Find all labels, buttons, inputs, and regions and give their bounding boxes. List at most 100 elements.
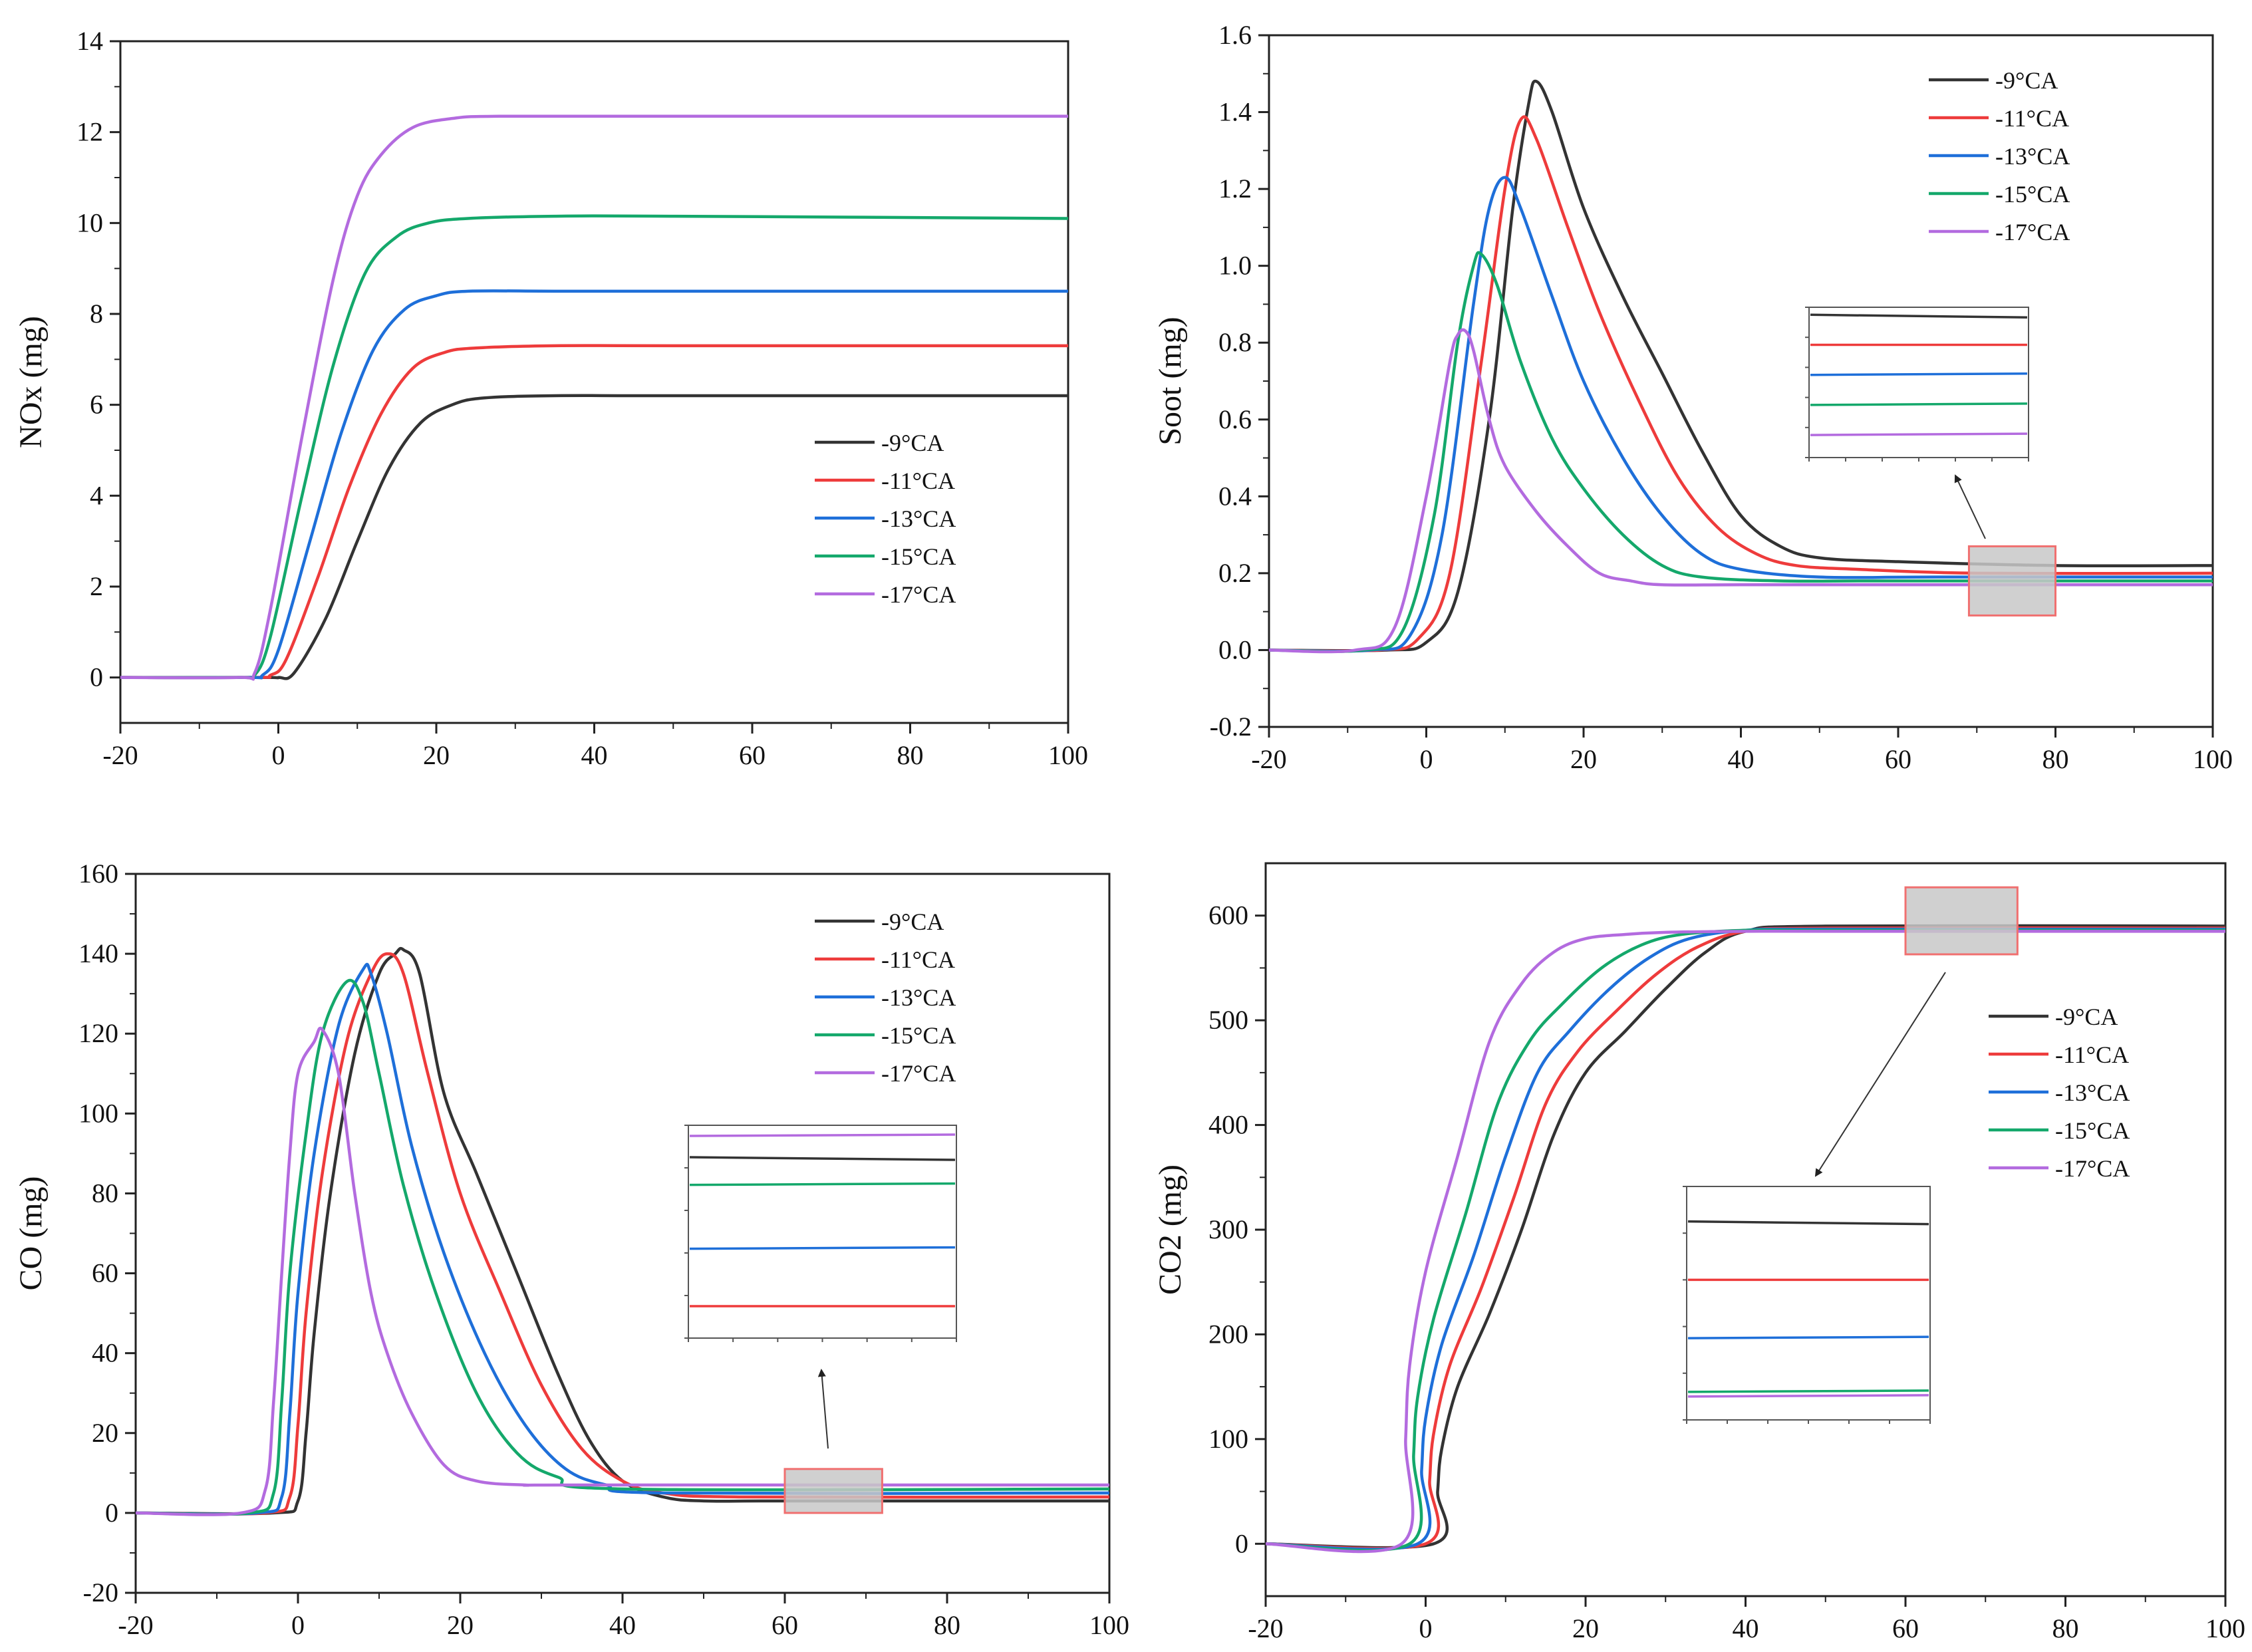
x-tick-label: 20 (1572, 1613, 1599, 1643)
y-tick-label: 0.2 (1218, 558, 1252, 588)
legend: -9°CA -11°CA -13°CA -15°CA -17°CA (815, 908, 956, 1087)
series-line (1269, 251, 2213, 653)
x-tick-label: 60 (772, 1610, 798, 1640)
y-axis-title: CO2 (mg) (1153, 1165, 1188, 1295)
y-tick-label: 10 (76, 207, 103, 237)
y-tick-label: 0.8 (1218, 327, 1252, 357)
inset-plot (1805, 307, 2029, 462)
inset-plot (684, 1125, 957, 1342)
legend-label: -15°CA (2055, 1117, 2130, 1144)
y-tick-label: 1.2 (1218, 174, 1252, 204)
series-group (136, 946, 1109, 1516)
y-tick-label: 400 (1208, 1110, 1248, 1140)
series-line (1266, 924, 2225, 1550)
legend-label: -9°CA (881, 908, 944, 935)
legend-label: -9°CA (2055, 1004, 2118, 1030)
series-group (1266, 924, 2225, 1554)
y-tick-label: 12 (76, 117, 103, 147)
x-tick-label: 20 (447, 1610, 474, 1640)
x-tick-label: -20 (1251, 744, 1286, 774)
y-tick-label: 80 (92, 1178, 118, 1208)
x-tick-label: 40 (609, 1610, 636, 1640)
legend-label: -15°CA (1995, 181, 2070, 207)
y-tick-label: 20 (92, 1418, 118, 1448)
y-tick-label: 200 (1208, 1319, 1248, 1349)
x-tick-label: 0 (1420, 744, 1433, 774)
panel-co-chart: -20 0 20 40 60 80 100 -20 0 20 40 60 80 100 120 140 160 C… (13, 859, 1129, 1640)
legend-label: -11°CA (1995, 105, 2069, 132)
inset-plot (1683, 1186, 1931, 1424)
y-tick-label: 14 (76, 26, 103, 56)
series-line (1269, 79, 2213, 652)
legend: -9°CA -11°CA -13°CA -15°CA -17°CA (1929, 67, 2070, 245)
x-tick-label: -20 (118, 1610, 153, 1640)
y-tick-label: 100 (78, 1098, 118, 1128)
series-line (120, 214, 1068, 680)
x-tick-label: 0 (272, 740, 285, 770)
x-tick-label: 100 (2205, 1613, 2245, 1643)
legend-label: -13°CA (1995, 143, 2070, 170)
inset-series-line (689, 1156, 956, 1161)
y-tick-label: 2 (90, 571, 103, 601)
x-tick-label: -20 (1248, 1613, 1283, 1643)
inset-series-line (1687, 1394, 1929, 1398)
x-tick-label: 40 (1733, 1613, 1759, 1643)
x-tick-label: 80 (934, 1610, 960, 1640)
y-tick-label: 600 (1208, 900, 1248, 930)
legend-label: -11°CA (881, 946, 955, 973)
y-tick-label: 1.0 (1218, 251, 1252, 281)
inset-series-line (1810, 402, 2028, 406)
y-tick-label: 140 (78, 938, 118, 968)
zoom-arrow (1814, 972, 1946, 1177)
zoom-highlight-box (1904, 886, 2019, 956)
y-tick-label: 0 (90, 662, 103, 692)
x-tick-label: 40 (581, 740, 608, 770)
x-tick-label: 20 (1570, 744, 1597, 774)
y-tick-label: 300 (1208, 1214, 1248, 1244)
series-group (120, 114, 1068, 681)
legend-label: -17°CA (2055, 1155, 2130, 1182)
legend: -9°CA -11°CA -13°CA -15°CA -17°CA (815, 430, 956, 608)
x-tick-label: -20 (102, 740, 138, 770)
zoom-highlight-box (783, 1468, 883, 1514)
y-tick-label: 1.6 (1218, 20, 1252, 50)
series-line (1266, 929, 2225, 1554)
series-line (136, 1026, 1109, 1516)
y-tick-label: 6 (90, 390, 103, 420)
x-tick-label: 0 (1419, 1613, 1433, 1643)
y-tick-label: 60 (92, 1258, 118, 1288)
legend-label: -13°CA (881, 505, 956, 532)
legend: -9°CA -11°CA -13°CA -15°CA -17°CA (1989, 1004, 2130, 1182)
inset-series-line (1810, 313, 2028, 319)
inset-series-line (689, 1182, 956, 1186)
y-tick-label: 0.4 (1218, 481, 1252, 511)
legend-label: -15°CA (881, 543, 956, 570)
inset-series-line (1810, 432, 2028, 436)
x-tick-label: 20 (423, 740, 450, 770)
inset-series-line (689, 1246, 956, 1250)
legend-label: -13°CA (881, 984, 956, 1011)
x-tick-label: 100 (1048, 740, 1088, 770)
legend-label: -15°CA (881, 1022, 956, 1049)
y-tick-label: 0.0 (1218, 634, 1252, 664)
x-tick-label: 60 (739, 740, 766, 770)
legend-label: -17°CA (881, 1060, 956, 1087)
series-line (1269, 328, 2213, 654)
x-tick-label: 80 (2042, 744, 2069, 774)
x-tick-label: 60 (1892, 1613, 1919, 1643)
series-group (1269, 79, 2213, 654)
series-line (120, 289, 1068, 680)
zoom-highlight-box (1967, 545, 2057, 617)
panel-soot-chart: -20 0 20 40 60 80 100 -0.2 0.0 0.2 0.4 0.6 0.8 1.0 1.2… (1153, 20, 2233, 774)
x-tick-label: 60 (1885, 744, 1911, 774)
series-line (120, 114, 1068, 681)
legend-label: -11°CA (881, 468, 955, 494)
y-axis-title: Soot (mg) (1153, 317, 1188, 445)
y-tick-label: -0.2 (1210, 712, 1252, 742)
y-tick-label: 40 (92, 1338, 118, 1368)
inset-series-line (1687, 1335, 1929, 1339)
legend-label: -17°CA (881, 581, 956, 608)
zoom-arrow (1954, 474, 1986, 539)
